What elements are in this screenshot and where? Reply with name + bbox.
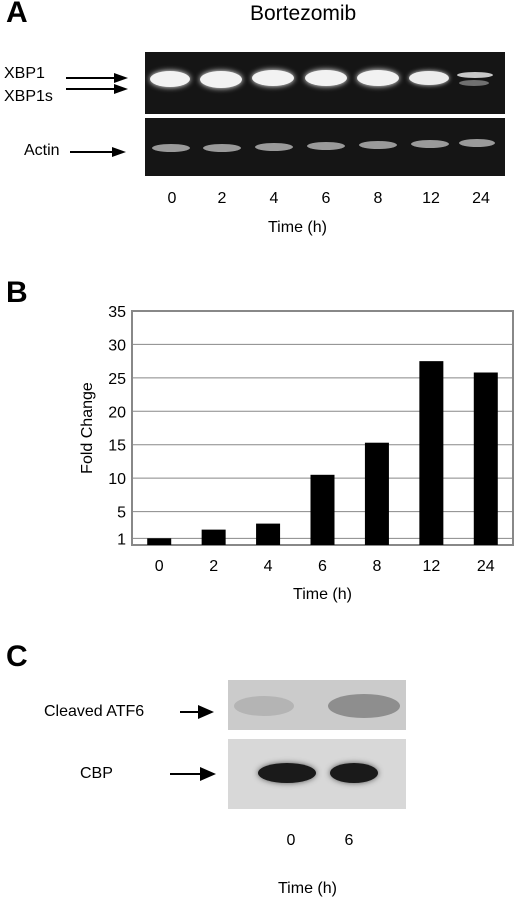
actin-band bbox=[307, 142, 345, 150]
cleaved-atf6-blot bbox=[228, 680, 406, 730]
panel-c-xlabel: Time (h) bbox=[278, 880, 337, 897]
x-tick-label: 4 bbox=[264, 558, 273, 575]
x-tick-label: 2 bbox=[209, 558, 218, 575]
y-tick-label: 30 bbox=[108, 337, 126, 354]
panel-c-letter: C bbox=[6, 640, 28, 673]
xbp1-arrows bbox=[66, 73, 128, 94]
actin-band bbox=[152, 144, 190, 152]
panel-a-title: Bortezomib bbox=[250, 2, 357, 25]
xbp1-gel bbox=[145, 52, 505, 114]
panel-b-letter: B bbox=[6, 276, 28, 309]
actin-band bbox=[459, 139, 495, 147]
panel-a-lane-label: 12 bbox=[422, 190, 440, 207]
actin-band bbox=[203, 144, 241, 152]
panel-a-lane-label: 4 bbox=[269, 190, 279, 207]
panel-a-lane-label: 24 bbox=[472, 190, 490, 207]
xbp1s-label: XBP1s bbox=[4, 88, 53, 105]
xbp1-band bbox=[305, 70, 347, 86]
y-tick-label: 20 bbox=[108, 404, 126, 421]
x-tick-label: 6 bbox=[318, 558, 327, 575]
cleaved-atf6-label: Cleaved ATF6 bbox=[44, 703, 145, 720]
bar bbox=[201, 529, 226, 545]
y-tick-label: 5 bbox=[117, 505, 126, 522]
actin-gel bbox=[145, 118, 505, 176]
y-tick-label: 15 bbox=[108, 438, 126, 455]
xbp1-band bbox=[150, 71, 190, 87]
panel-a-lane-label: 8 bbox=[373, 190, 383, 207]
bar bbox=[256, 523, 281, 545]
xbp1s-band bbox=[459, 80, 489, 86]
x-tick-label: 12 bbox=[422, 558, 440, 575]
panel-a-lane-label: 0 bbox=[167, 190, 177, 207]
atf6-band bbox=[234, 696, 294, 716]
panel-c-lane-label: 0 bbox=[286, 832, 296, 849]
actin-label: Actin bbox=[24, 142, 60, 159]
actin-band bbox=[411, 140, 449, 148]
xbp1-band bbox=[409, 71, 449, 85]
x-axis-label: Time (h) bbox=[293, 586, 352, 603]
bar bbox=[473, 372, 498, 545]
cbp-band bbox=[258, 763, 316, 783]
xbp1-band bbox=[200, 71, 242, 88]
x-tick-label: 8 bbox=[372, 558, 381, 575]
actin-band bbox=[255, 143, 293, 151]
xbp1-band bbox=[252, 70, 294, 86]
actin-arrow bbox=[70, 147, 126, 157]
y-axis-label: Fold Change bbox=[79, 382, 96, 474]
panel-a-lane-label: 6 bbox=[321, 190, 331, 207]
atf6-band bbox=[328, 694, 400, 718]
bar bbox=[310, 474, 335, 545]
panel-a-letter: A bbox=[6, 0, 28, 29]
panel-a-xlabel: Time (h) bbox=[268, 219, 327, 236]
cbp-blot bbox=[228, 739, 406, 809]
xbp1-band bbox=[357, 70, 399, 86]
y-tick-label: 25 bbox=[108, 371, 126, 388]
cbp-band bbox=[330, 763, 378, 783]
cbp-arrow bbox=[170, 767, 216, 781]
actin-band bbox=[359, 141, 397, 149]
y-tick-label: 10 bbox=[108, 471, 126, 488]
xbp1-band bbox=[457, 72, 493, 78]
x-tick-label: 24 bbox=[477, 558, 495, 575]
bar bbox=[419, 361, 444, 545]
x-tick-label: 0 bbox=[155, 558, 164, 575]
cleaved-atf6-arrow bbox=[180, 705, 214, 719]
cbp-label: CBP bbox=[80, 765, 113, 782]
bar bbox=[147, 538, 172, 545]
panel-a-lane-label: 2 bbox=[217, 190, 227, 207]
panel-c-lane-label: 6 bbox=[344, 832, 354, 849]
xbp1-label: XBP1 bbox=[4, 65, 45, 82]
bar bbox=[364, 442, 389, 545]
y-tick-label: 35 bbox=[108, 304, 126, 321]
y-tick-label: 1 bbox=[117, 531, 126, 548]
